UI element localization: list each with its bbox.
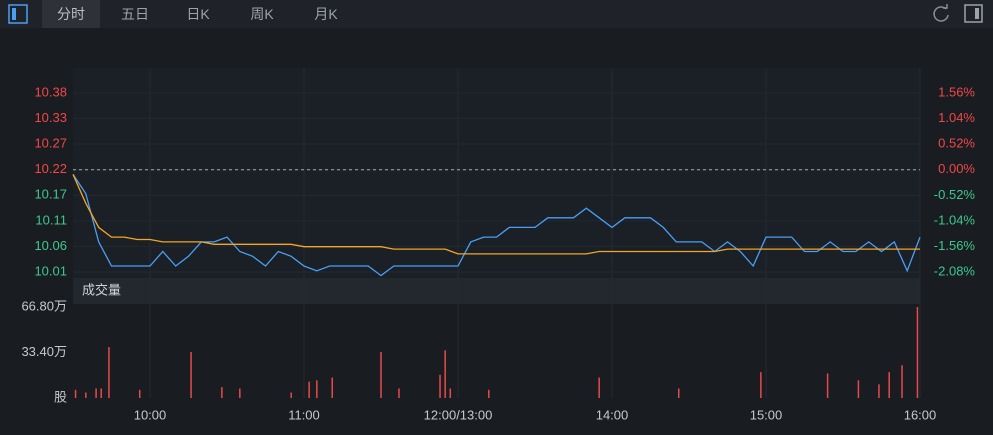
volume-bar bbox=[916, 307, 919, 398]
y-tick-label: 股 bbox=[54, 389, 67, 404]
volume-bar bbox=[308, 381, 310, 398]
refresh-icon[interactable] bbox=[929, 0, 953, 28]
volume-bar bbox=[888, 372, 890, 398]
volume-bar bbox=[857, 380, 860, 398]
volume-bar bbox=[331, 377, 333, 398]
y2-tick-label: -1.04% bbox=[934, 212, 976, 227]
volume-bar bbox=[85, 392, 87, 398]
y-tick-label: 10.11 bbox=[35, 212, 67, 227]
volume-bar bbox=[190, 351, 192, 398]
x-tick-label: 10:00 bbox=[134, 407, 167, 422]
y-tick-label: 66.80万 bbox=[21, 298, 67, 313]
price-line bbox=[72, 174, 921, 277]
tab[interactable]: 五日 bbox=[121, 6, 149, 22]
volume-bar bbox=[100, 388, 102, 398]
volume-bar bbox=[444, 350, 446, 398]
y2-tick-label: 1.56% bbox=[938, 85, 975, 100]
tab[interactable]: 周K bbox=[250, 6, 274, 22]
volume-bar bbox=[239, 388, 241, 398]
y-tick-label: 10.17 bbox=[34, 187, 67, 202]
x-tick-label: 11:00 bbox=[288, 407, 320, 422]
x-tick-label: 12:00/13:00 bbox=[424, 407, 493, 422]
x-tick-label: 14:00 bbox=[596, 407, 629, 422]
y2-tick-label: 1.04% bbox=[938, 110, 975, 125]
volume-bar bbox=[316, 380, 318, 398]
volume-bar bbox=[95, 388, 97, 398]
volume-bar bbox=[398, 388, 400, 398]
y-tick-label: 10.06 bbox=[34, 238, 67, 253]
volume-header bbox=[73, 278, 920, 304]
volume-bar bbox=[439, 374, 441, 398]
tab[interactable]: 分时 bbox=[42, 0, 100, 28]
volume-bar bbox=[760, 372, 762, 398]
toolbar: 分时 五日 日K 周K 月K bbox=[0, 0, 993, 28]
y-tick-label: 33.40万 bbox=[21, 344, 67, 359]
x-tick-label: 15:00 bbox=[750, 407, 783, 422]
price-line bbox=[72, 174, 920, 255]
volume-bar bbox=[380, 351, 382, 398]
y-tick-label: 10.27 bbox=[34, 135, 67, 150]
volume-bar bbox=[677, 388, 680, 398]
volume-bar bbox=[108, 347, 110, 398]
volume-bar bbox=[826, 373, 829, 398]
y2-tick-label: -2.08% bbox=[934, 264, 976, 279]
y-tick-label: 10.01 bbox=[34, 263, 67, 278]
volume-bar bbox=[901, 365, 903, 398]
y-tick-label: 10.38 bbox=[34, 84, 67, 99]
layout-icon[interactable] bbox=[962, 0, 986, 28]
price-panel bbox=[73, 68, 920, 278]
volume-bar bbox=[290, 392, 292, 398]
y2-tick-label: 0.00% bbox=[938, 161, 975, 176]
volume-bar bbox=[878, 384, 880, 398]
volume-title: 成交量 bbox=[82, 282, 121, 297]
volume-bar bbox=[221, 387, 223, 398]
y2-tick-label: 0.52% bbox=[938, 136, 975, 151]
tab[interactable]: 月K bbox=[314, 6, 338, 22]
x-tick-label: 16:00 bbox=[904, 407, 937, 422]
volume-bar bbox=[488, 389, 490, 398]
volume-bar bbox=[598, 377, 600, 398]
y2-tick-label: -0.52% bbox=[934, 187, 976, 202]
volume-bar bbox=[138, 389, 141, 398]
panel-icon[interactable] bbox=[4, 0, 34, 28]
y-tick-label: 10.22 bbox=[34, 161, 67, 176]
volume-bar bbox=[449, 388, 452, 398]
y-tick-label: 10.33 bbox=[34, 110, 67, 125]
y2-tick-label: -1.56% bbox=[934, 238, 976, 253]
tab[interactable]: 日K bbox=[186, 6, 210, 22]
volume-bar bbox=[74, 389, 77, 398]
